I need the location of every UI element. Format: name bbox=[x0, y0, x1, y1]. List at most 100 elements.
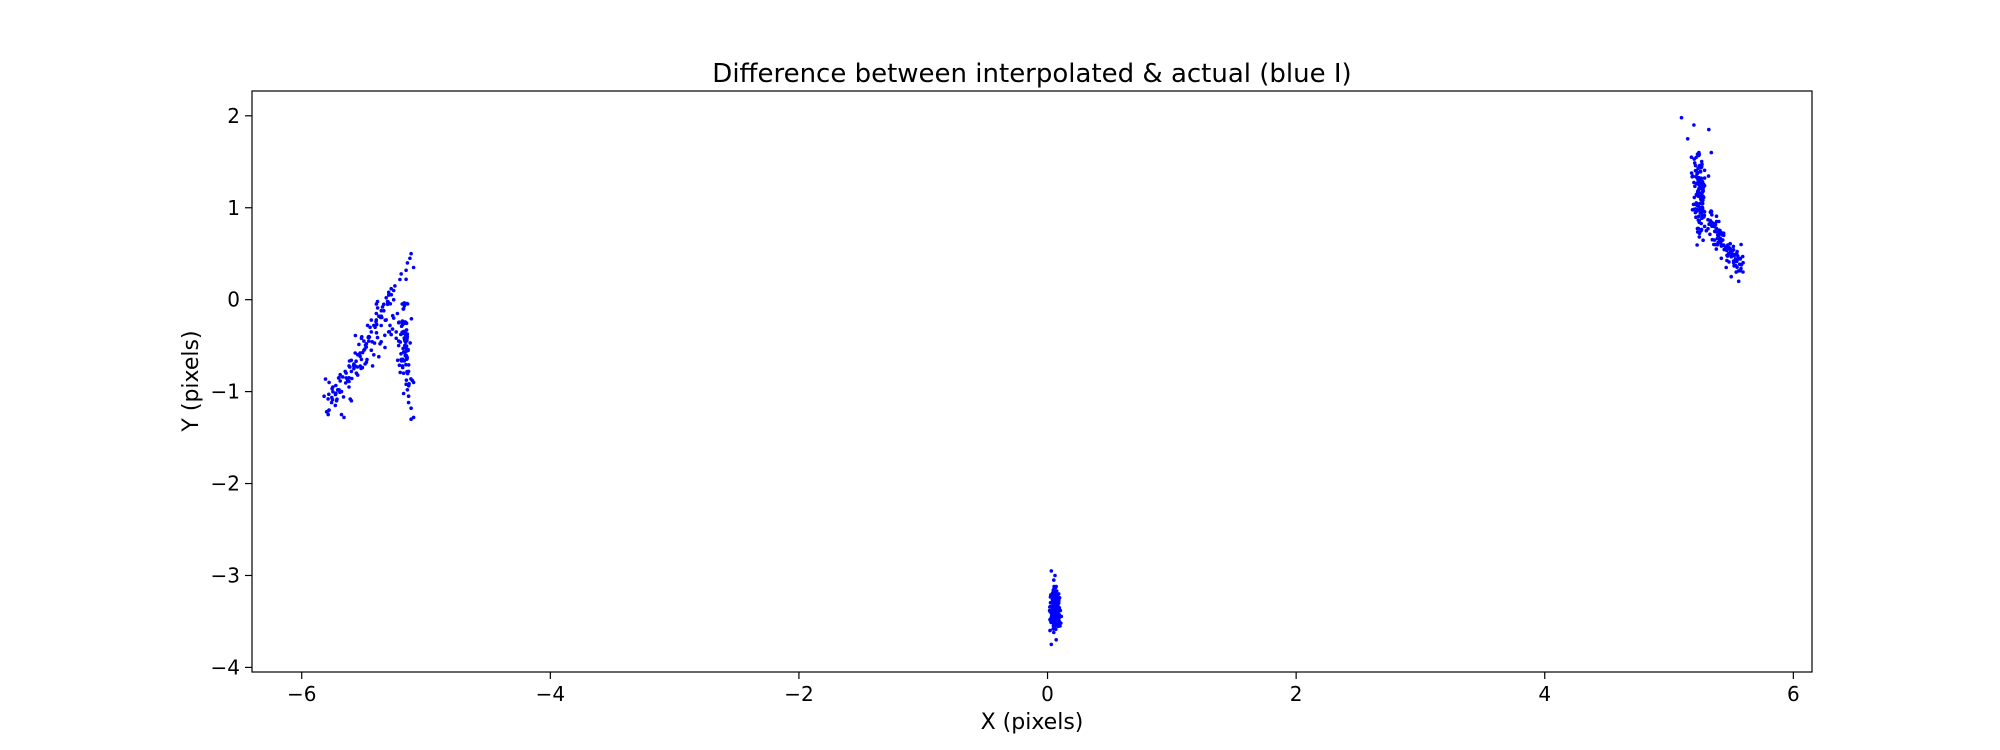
data-point bbox=[367, 335, 372, 339]
y-tick-label: −1 bbox=[211, 380, 240, 404]
data-point bbox=[388, 323, 392, 328]
data-point bbox=[1699, 176, 1703, 180]
data-point bbox=[344, 376, 349, 380]
data-point bbox=[406, 394, 411, 399]
data-point bbox=[1702, 168, 1707, 173]
data-point bbox=[1054, 613, 1058, 617]
data-point bbox=[396, 343, 401, 348]
data-point bbox=[1700, 216, 1704, 221]
data-point bbox=[1697, 220, 1701, 225]
data-point bbox=[333, 403, 338, 408]
data-point bbox=[402, 337, 407, 342]
data-point bbox=[389, 292, 394, 297]
data-point bbox=[1698, 184, 1703, 188]
data-point bbox=[1050, 597, 1055, 602]
data-point bbox=[1721, 231, 1726, 235]
data-point bbox=[401, 346, 405, 351]
data-point bbox=[1699, 180, 1703, 185]
data-point bbox=[354, 371, 359, 376]
data-point bbox=[1699, 210, 1703, 215]
data-point bbox=[404, 378, 409, 383]
data-point bbox=[322, 394, 326, 399]
data-point bbox=[390, 327, 395, 331]
data-point bbox=[365, 323, 370, 328]
data-point bbox=[1723, 246, 1728, 250]
data-point bbox=[405, 261, 410, 265]
data-point bbox=[340, 375, 345, 379]
data-point bbox=[394, 336, 399, 341]
x-axis: −6 −4 −2 0 2 4 6 bbox=[287, 672, 1800, 706]
data-point bbox=[347, 376, 351, 380]
data-point bbox=[1739, 262, 1744, 267]
data-point bbox=[382, 308, 386, 313]
data-point bbox=[402, 329, 406, 334]
data-point bbox=[391, 297, 396, 302]
data-point bbox=[383, 318, 388, 323]
y-tick-label: −3 bbox=[211, 563, 240, 587]
data-point bbox=[1725, 258, 1729, 263]
data-point bbox=[381, 302, 386, 307]
data-point bbox=[1716, 231, 1721, 235]
data-point bbox=[1719, 256, 1724, 261]
data-point bbox=[385, 302, 390, 307]
data-point bbox=[1694, 215, 1698, 219]
data-point bbox=[326, 397, 330, 401]
data-point bbox=[409, 317, 414, 321]
data-point bbox=[1698, 170, 1703, 174]
data-point bbox=[1699, 159, 1704, 164]
data-point bbox=[323, 377, 328, 381]
data-point bbox=[372, 353, 376, 357]
x-axis-label: X (pixels) bbox=[981, 710, 1084, 735]
data-point bbox=[357, 342, 361, 347]
data-point bbox=[1694, 155, 1698, 160]
data-point bbox=[334, 383, 338, 388]
data-point bbox=[1697, 204, 1701, 209]
data-point bbox=[399, 272, 404, 276]
data-point bbox=[1725, 253, 1729, 258]
y-tick-label: −2 bbox=[211, 472, 240, 496]
data-point bbox=[398, 340, 403, 344]
data-point bbox=[331, 390, 335, 394]
data-point bbox=[401, 307, 406, 311]
x-tick-label: −6 bbox=[287, 682, 316, 706]
data-point bbox=[1052, 607, 1057, 612]
data-point bbox=[1692, 123, 1696, 127]
data-point bbox=[1740, 254, 1745, 259]
data-point bbox=[1054, 638, 1058, 642]
data-point bbox=[1738, 268, 1742, 273]
data-point bbox=[362, 339, 366, 343]
data-point bbox=[347, 385, 351, 389]
data-point bbox=[1707, 222, 1711, 226]
data-point bbox=[1059, 614, 1064, 619]
data-point bbox=[1049, 642, 1054, 647]
data-point bbox=[394, 330, 399, 334]
data-point bbox=[1715, 242, 1720, 247]
data-point bbox=[341, 395, 346, 399]
data-point bbox=[1052, 593, 1057, 598]
data-point bbox=[1053, 627, 1058, 631]
y-tick-label: 1 bbox=[227, 196, 240, 220]
data-point bbox=[404, 277, 408, 282]
data-point bbox=[327, 392, 331, 397]
data-point bbox=[373, 325, 377, 330]
data-point bbox=[1679, 115, 1684, 120]
data-point bbox=[1734, 263, 1738, 268]
data-point bbox=[406, 348, 410, 353]
data-point bbox=[1692, 195, 1697, 200]
plot-area-frame bbox=[251, 90, 1813, 673]
data-point bbox=[1692, 180, 1696, 185]
data-point bbox=[1735, 259, 1739, 264]
data-point bbox=[1695, 181, 1699, 186]
data-point bbox=[409, 377, 413, 381]
data-point bbox=[405, 334, 410, 339]
data-point bbox=[330, 395, 334, 400]
data-point bbox=[398, 370, 403, 375]
data-point bbox=[1706, 217, 1710, 222]
data-point bbox=[403, 343, 407, 348]
data-point bbox=[383, 345, 387, 350]
data-point bbox=[379, 323, 384, 328]
data-point bbox=[1054, 616, 1058, 621]
data-point bbox=[374, 311, 379, 316]
data-point bbox=[391, 288, 396, 293]
data-point bbox=[370, 364, 375, 368]
